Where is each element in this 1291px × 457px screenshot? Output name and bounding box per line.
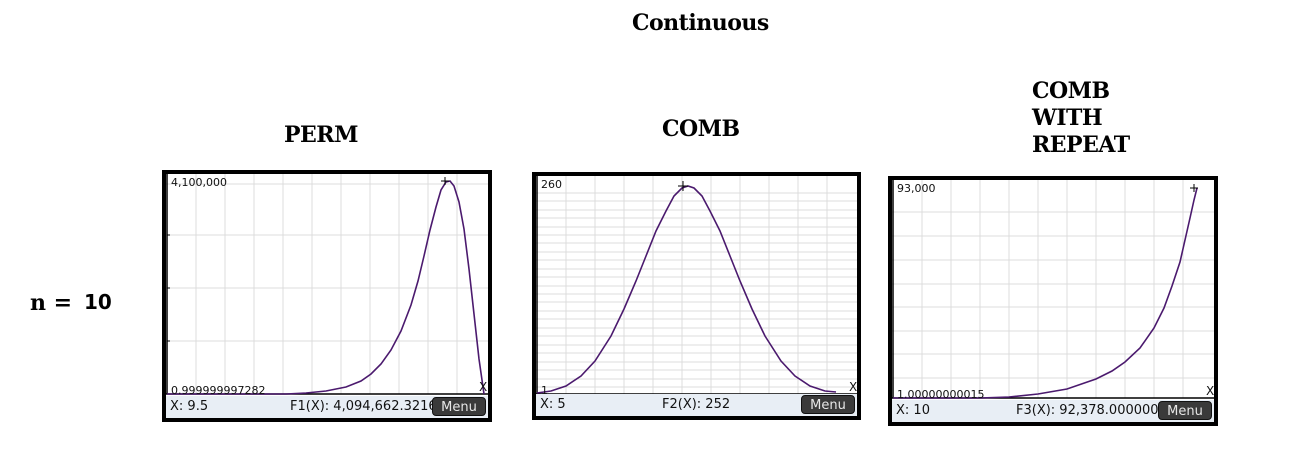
plot-heading-comb: COMB xyxy=(662,116,740,142)
x-axis-label: X xyxy=(849,380,858,394)
plot-canvas-perm[interactable] xyxy=(166,174,488,396)
plot-frame-comb-repeat[interactable]: 93,000 1.00000000015 X X: 10 F3(X): 92,3… xyxy=(888,176,1218,426)
y-min-label: 1.00000000015 xyxy=(897,388,985,401)
plot-heading-perm: PERM xyxy=(284,122,358,148)
plot-canvas-comb[interactable] xyxy=(536,176,857,396)
menu-button[interactable]: Menu xyxy=(1158,401,1212,420)
y-min-label: 0.999999997282 xyxy=(171,384,266,397)
menu-button[interactable]: Menu xyxy=(432,397,486,416)
function-value: F1(X): 4,094,662.3216 xyxy=(290,399,437,414)
page-title: Continuous xyxy=(632,10,769,36)
function-value: F2(X): 252 xyxy=(662,397,731,412)
y-max-label: 260 xyxy=(541,178,562,191)
x-axis-label: X xyxy=(1206,384,1215,398)
y-max-label: 4,100,000 xyxy=(171,176,227,189)
cursor-x-value: X: 5 xyxy=(540,397,566,412)
x-axis-label: X xyxy=(479,380,488,394)
status-bar: X: 10 F3(X): 92,378.000000 Menu xyxy=(892,400,1214,422)
n-label: n = xyxy=(30,290,73,316)
function-value: F3(X): 92,378.000000 xyxy=(1016,403,1159,418)
y-min-label: 1 xyxy=(541,384,548,397)
n-value: 10 xyxy=(84,290,112,314)
heading-line: WITH xyxy=(1032,105,1103,131)
plot-canvas-comb-repeat[interactable] xyxy=(892,180,1214,400)
heading-line: COMB xyxy=(1032,78,1110,104)
y-max-label: 93,000 xyxy=(897,182,936,195)
cursor-x-value: X: 9.5 xyxy=(170,399,209,414)
menu-button[interactable]: Menu xyxy=(801,395,855,414)
plot-frame-comb[interactable]: 260 1 X X: 5 F2(X): 252 Menu xyxy=(532,172,861,420)
status-bar: X: 9.5 F1(X): 4,094,662.3216 Menu xyxy=(166,396,488,418)
status-bar: X: 5 F2(X): 252 Menu xyxy=(536,394,857,416)
plot-heading-comb-repeat: COMB WITH REPEAT xyxy=(1032,78,1130,159)
heading-line: REPEAT xyxy=(1032,132,1130,158)
cursor-x-value: X: 10 xyxy=(896,403,930,418)
plot-frame-perm[interactable]: 4,100,000 0.999999997282 X X: 9.5 F1(X):… xyxy=(162,170,492,422)
